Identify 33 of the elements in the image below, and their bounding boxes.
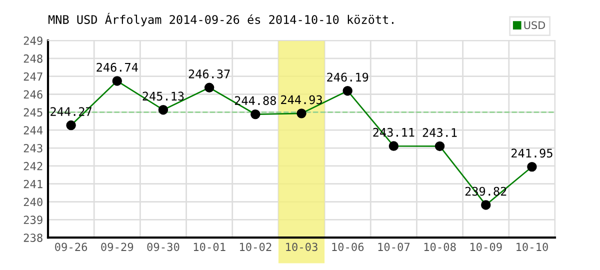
x-tick-label: 09-30 bbox=[147, 242, 180, 252]
x-tick-label: 10-07 bbox=[378, 242, 410, 252]
x-tick-label: 10-10 bbox=[516, 242, 548, 252]
data-label: 244.93 bbox=[281, 95, 322, 104]
y-tick-label: 246 bbox=[24, 90, 42, 99]
data-label: 246.74 bbox=[96, 62, 138, 72]
data-label: 246.19 bbox=[327, 72, 368, 82]
x-tick-label: 10-08 bbox=[424, 242, 456, 252]
x-tick-label: 10-03 bbox=[286, 242, 318, 252]
x-tick-label: 10-02 bbox=[240, 242, 272, 252]
y-tick-label: 245 bbox=[24, 108, 42, 117]
y-tick-label: 240 bbox=[24, 198, 42, 206]
x-tick-label: 09-29 bbox=[101, 242, 134, 252]
data-label: 241.95 bbox=[512, 148, 552, 158]
legend-label: USD bbox=[524, 21, 546, 30]
x-tick-label: 10-01 bbox=[194, 242, 226, 252]
data-label: 244.88 bbox=[234, 96, 276, 106]
data-label: 243.1 bbox=[422, 128, 457, 137]
y-tick-label: 249 bbox=[24, 36, 42, 45]
y-tick-label: 241 bbox=[24, 180, 42, 188]
y-tick-label: 247 bbox=[24, 72, 42, 81]
data-label: 246.37 bbox=[188, 69, 230, 78]
y-tick-label: 243 bbox=[24, 144, 42, 152]
x-tick-label: 10-09 bbox=[470, 242, 502, 252]
y-tick-label: 239 bbox=[24, 216, 42, 224]
y-tick-label: 248 bbox=[24, 54, 42, 63]
y-tick-label: 238 bbox=[24, 234, 42, 242]
x-tick-label: 09-26 bbox=[55, 242, 88, 252]
data-label: 245.13 bbox=[142, 92, 184, 101]
x-tick-label: 10-06 bbox=[332, 242, 364, 252]
y-tick-label: 242 bbox=[24, 162, 42, 170]
y-tick-label: 244 bbox=[24, 126, 43, 134]
chart-title: MNB USD Árfolyam 2014-09-26 és 2014-10-10 között. bbox=[48, 12, 394, 26]
